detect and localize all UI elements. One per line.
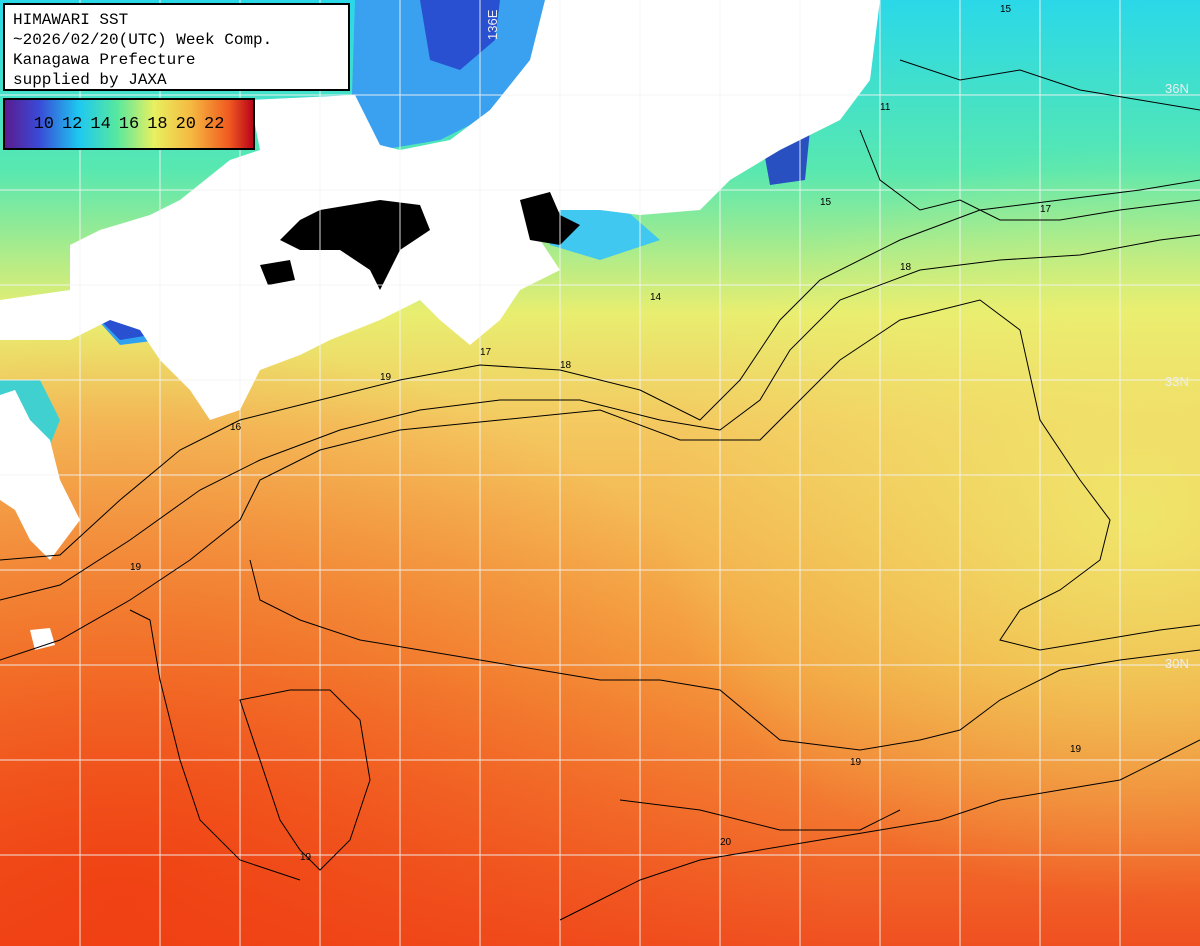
title-line-4: supplied by JAXA	[13, 71, 167, 89]
contour-label: 19	[130, 562, 142, 573]
lat-label-30n: 30N	[1165, 656, 1189, 671]
contour-label: 14	[650, 292, 662, 303]
temperature-legend: 10 12 14 16 18 20 22	[3, 98, 255, 150]
legend-label-16: 16	[118, 114, 140, 134]
lat-label-36n: 36N	[1165, 81, 1189, 96]
contour-label: 18	[560, 360, 572, 371]
contour-label: 18	[900, 262, 912, 273]
contour-label: 19	[850, 757, 862, 768]
legend-label-14: 14	[90, 114, 111, 134]
contour-label: 19	[1070, 744, 1082, 755]
title-box: HIMAWARI SST ~2026/02/20(UTC) Week Comp.…	[3, 3, 350, 91]
legend-label-20: 20	[175, 114, 197, 134]
title-line-3: Kanagawa Prefecture	[13, 51, 196, 69]
contour-label: 19	[300, 852, 312, 863]
lon-label-136e: 136E	[485, 9, 500, 40]
legend-label-22: 22	[204, 114, 225, 134]
contour-label: 17	[480, 347, 492, 358]
contour-label: 11	[880, 102, 891, 113]
lat-label-33n: 33N	[1165, 374, 1189, 389]
legend-label-10: 10	[33, 114, 54, 134]
contour-label: 16	[230, 422, 242, 433]
contour-label: 17	[1040, 204, 1052, 215]
legend-label-12: 12	[61, 114, 83, 134]
contour-label: 15	[1000, 4, 1012, 15]
grid-coordinate-labels: 136E 36N 33N 30N	[485, 9, 1189, 671]
legend-label-18: 18	[147, 114, 168, 134]
contour-label-group: 19 18 17 16 19 20 15 17 18 14 19 19 19 1…	[130, 4, 1082, 863]
isotherm-contours	[0, 59, 1200, 921]
title-line-2: ~2026/02/20(UTC) Week Comp.	[13, 31, 273, 49]
contour-label: 15	[820, 197, 832, 208]
title-line-1: HIMAWARI SST	[13, 11, 129, 29]
contour-label: 19	[380, 372, 392, 383]
legend-color-bar	[4, 99, 254, 149]
no-data-areas	[260, 192, 580, 290]
contour-label: 20	[720, 837, 732, 848]
